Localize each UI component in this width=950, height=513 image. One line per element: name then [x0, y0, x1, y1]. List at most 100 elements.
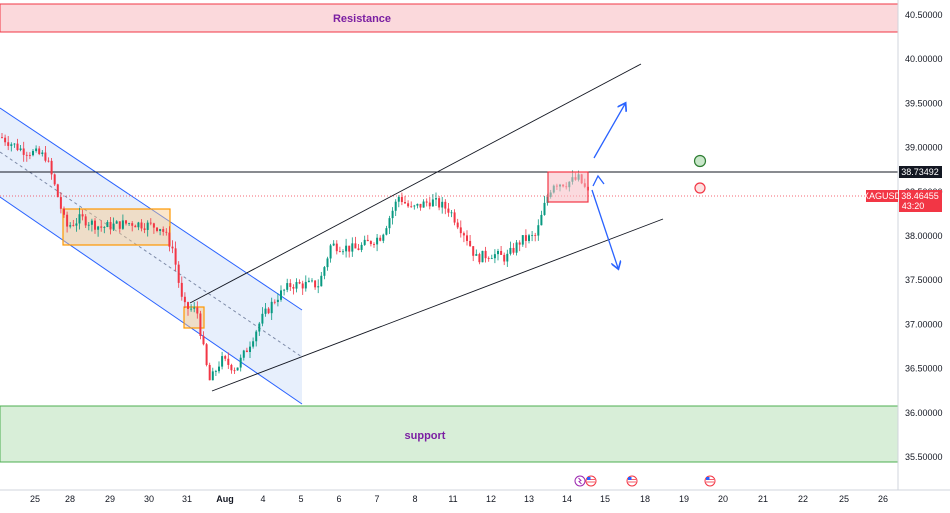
candle: [162, 226, 165, 236]
candle: [524, 229, 527, 248]
candle: [208, 362, 211, 381]
candle: [531, 231, 534, 242]
candle: [267, 307, 270, 315]
candle: [131, 221, 134, 232]
candle: [97, 225, 100, 237]
candle: [543, 195, 546, 216]
candle: [168, 226, 171, 252]
bar-countdown: 43:20: [902, 201, 925, 211]
candle: [121, 214, 124, 230]
candle: [84, 214, 87, 228]
time-axis[interactable]: 25 28 29 30 31 Aug 4 5 6 7 8 11 12 13 14 15 18 19 20 21 22 25…: [30, 494, 888, 504]
price-tick-label: 36.00000: [905, 408, 943, 418]
candle: [125, 220, 127, 226]
candle: [357, 244, 360, 251]
price-tick-label: 39.00000: [905, 143, 943, 153]
candle: [94, 218, 96, 234]
bullish-target-marker[interactable]: [693, 154, 707, 168]
support-zone[interactable]: [0, 405, 899, 463]
bearish-scenario-arrow[interactable]: [591, 189, 618, 268]
candle: [47, 157, 50, 163]
candle: [152, 222, 155, 234]
candle: [304, 275, 307, 292]
candle: [453, 209, 456, 226]
candle: [118, 221, 121, 233]
candle: [435, 192, 437, 207]
candle: [115, 220, 118, 224]
time-tick-label: 30: [144, 494, 154, 504]
candle: [16, 138, 19, 152]
time-tick-label: 22: [798, 494, 808, 504]
current-price-value: 38.46455: [901, 191, 939, 201]
candle: [481, 250, 484, 263]
time-tick-label: 12: [486, 494, 496, 504]
candle: [180, 276, 183, 301]
candle: [280, 285, 282, 302]
candle: [345, 238, 348, 258]
candle: [444, 199, 447, 215]
candle: [478, 252, 481, 265]
time-tick-label: 18: [640, 494, 650, 504]
candle: [286, 278, 289, 293]
economic-events[interactable]: [574, 475, 716, 487]
descending-channel[interactable]: [0, 108, 302, 404]
candle: [187, 301, 189, 316]
resistance-label: Resistance: [333, 13, 391, 25]
candle: [22, 141, 25, 162]
consolidation-box[interactable]: [62, 208, 171, 246]
candle: [100, 220, 103, 232]
candle: [270, 297, 273, 320]
candle: [171, 240, 174, 254]
candle: [490, 254, 493, 260]
candle: [66, 211, 69, 233]
candle: [335, 240, 338, 255]
candle: [143, 223, 146, 234]
candle: [469, 235, 472, 247]
descending-channel-lower[interactable]: [0, 196, 303, 405]
candle: [369, 240, 372, 247]
candle: [109, 217, 112, 235]
candle: [50, 158, 53, 180]
candle: [456, 218, 459, 230]
candle: [363, 235, 366, 246]
ascending-channel-lower[interactable]: [211, 218, 664, 392]
time-tick-label: 5: [298, 494, 303, 504]
bullish-bounce-arrow[interactable]: [592, 174, 605, 187]
candle: [255, 329, 258, 347]
bullish-scenario-arrow[interactable]: [593, 104, 625, 159]
candle: [400, 192, 403, 206]
candle: [252, 337, 255, 349]
candle: [134, 224, 137, 228]
ascending-channel-upper[interactable]: [189, 63, 642, 304]
candle: [497, 248, 499, 261]
candle: [323, 266, 326, 280]
candle: [221, 351, 224, 370]
candle: [289, 279, 292, 291]
candle: [190, 304, 193, 312]
candle: [521, 235, 524, 247]
candle: [283, 288, 286, 296]
candle: [205, 343, 208, 367]
candle: [298, 279, 301, 285]
candle: [515, 240, 518, 256]
resistance-zone[interactable]: [0, 3, 899, 33]
price-axis[interactable]: 40.5000040.0000039.5000039.0000038.50000…: [905, 10, 943, 462]
candle: [397, 195, 400, 208]
candle: [193, 302, 196, 313]
candle: [447, 202, 450, 217]
candle: [32, 148, 34, 157]
recent-range-box[interactable]: [547, 171, 589, 203]
candle: [249, 341, 251, 359]
time-tick-label: 19: [679, 494, 689, 504]
candle: [106, 220, 109, 228]
candle: [44, 145, 47, 163]
candle: [438, 196, 441, 211]
candle: [431, 194, 434, 207]
time-tick-label: 21: [758, 494, 768, 504]
candle: [292, 284, 295, 295]
time-tick-label: 25: [839, 494, 849, 504]
bearish-target-marker[interactable]: [694, 182, 706, 194]
current-price-tag: [899, 190, 942, 212]
candle: [342, 249, 344, 255]
